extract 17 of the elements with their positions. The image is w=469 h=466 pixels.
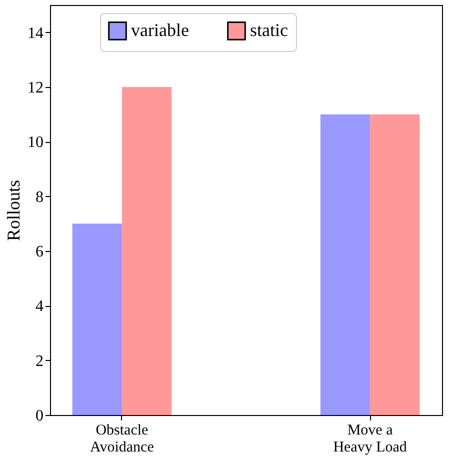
y-tick-label: 14 <box>28 24 44 42</box>
y-axis-title: Rollouts <box>4 180 24 242</box>
y-tick-label: 2 <box>36 352 44 370</box>
bar <box>320 114 370 415</box>
y-tick-label: 8 <box>36 188 44 206</box>
bar <box>122 87 172 415</box>
y-tick-label: 10 <box>28 134 44 152</box>
legend-label: variable <box>131 20 189 40</box>
bar <box>370 114 420 415</box>
x-tick-label: Obstacle Avoidance <box>90 422 154 456</box>
y-tick-label: 4 <box>36 298 44 316</box>
y-tick-label: 12 <box>28 80 44 96</box>
y-tick-label: 6 <box>36 244 44 260</box>
bar <box>72 224 122 415</box>
x-tick-label: Move a Heavy Load <box>333 422 408 456</box>
y-tick-label: 0 <box>36 408 44 424</box>
legend-label: static <box>250 20 288 40</box>
